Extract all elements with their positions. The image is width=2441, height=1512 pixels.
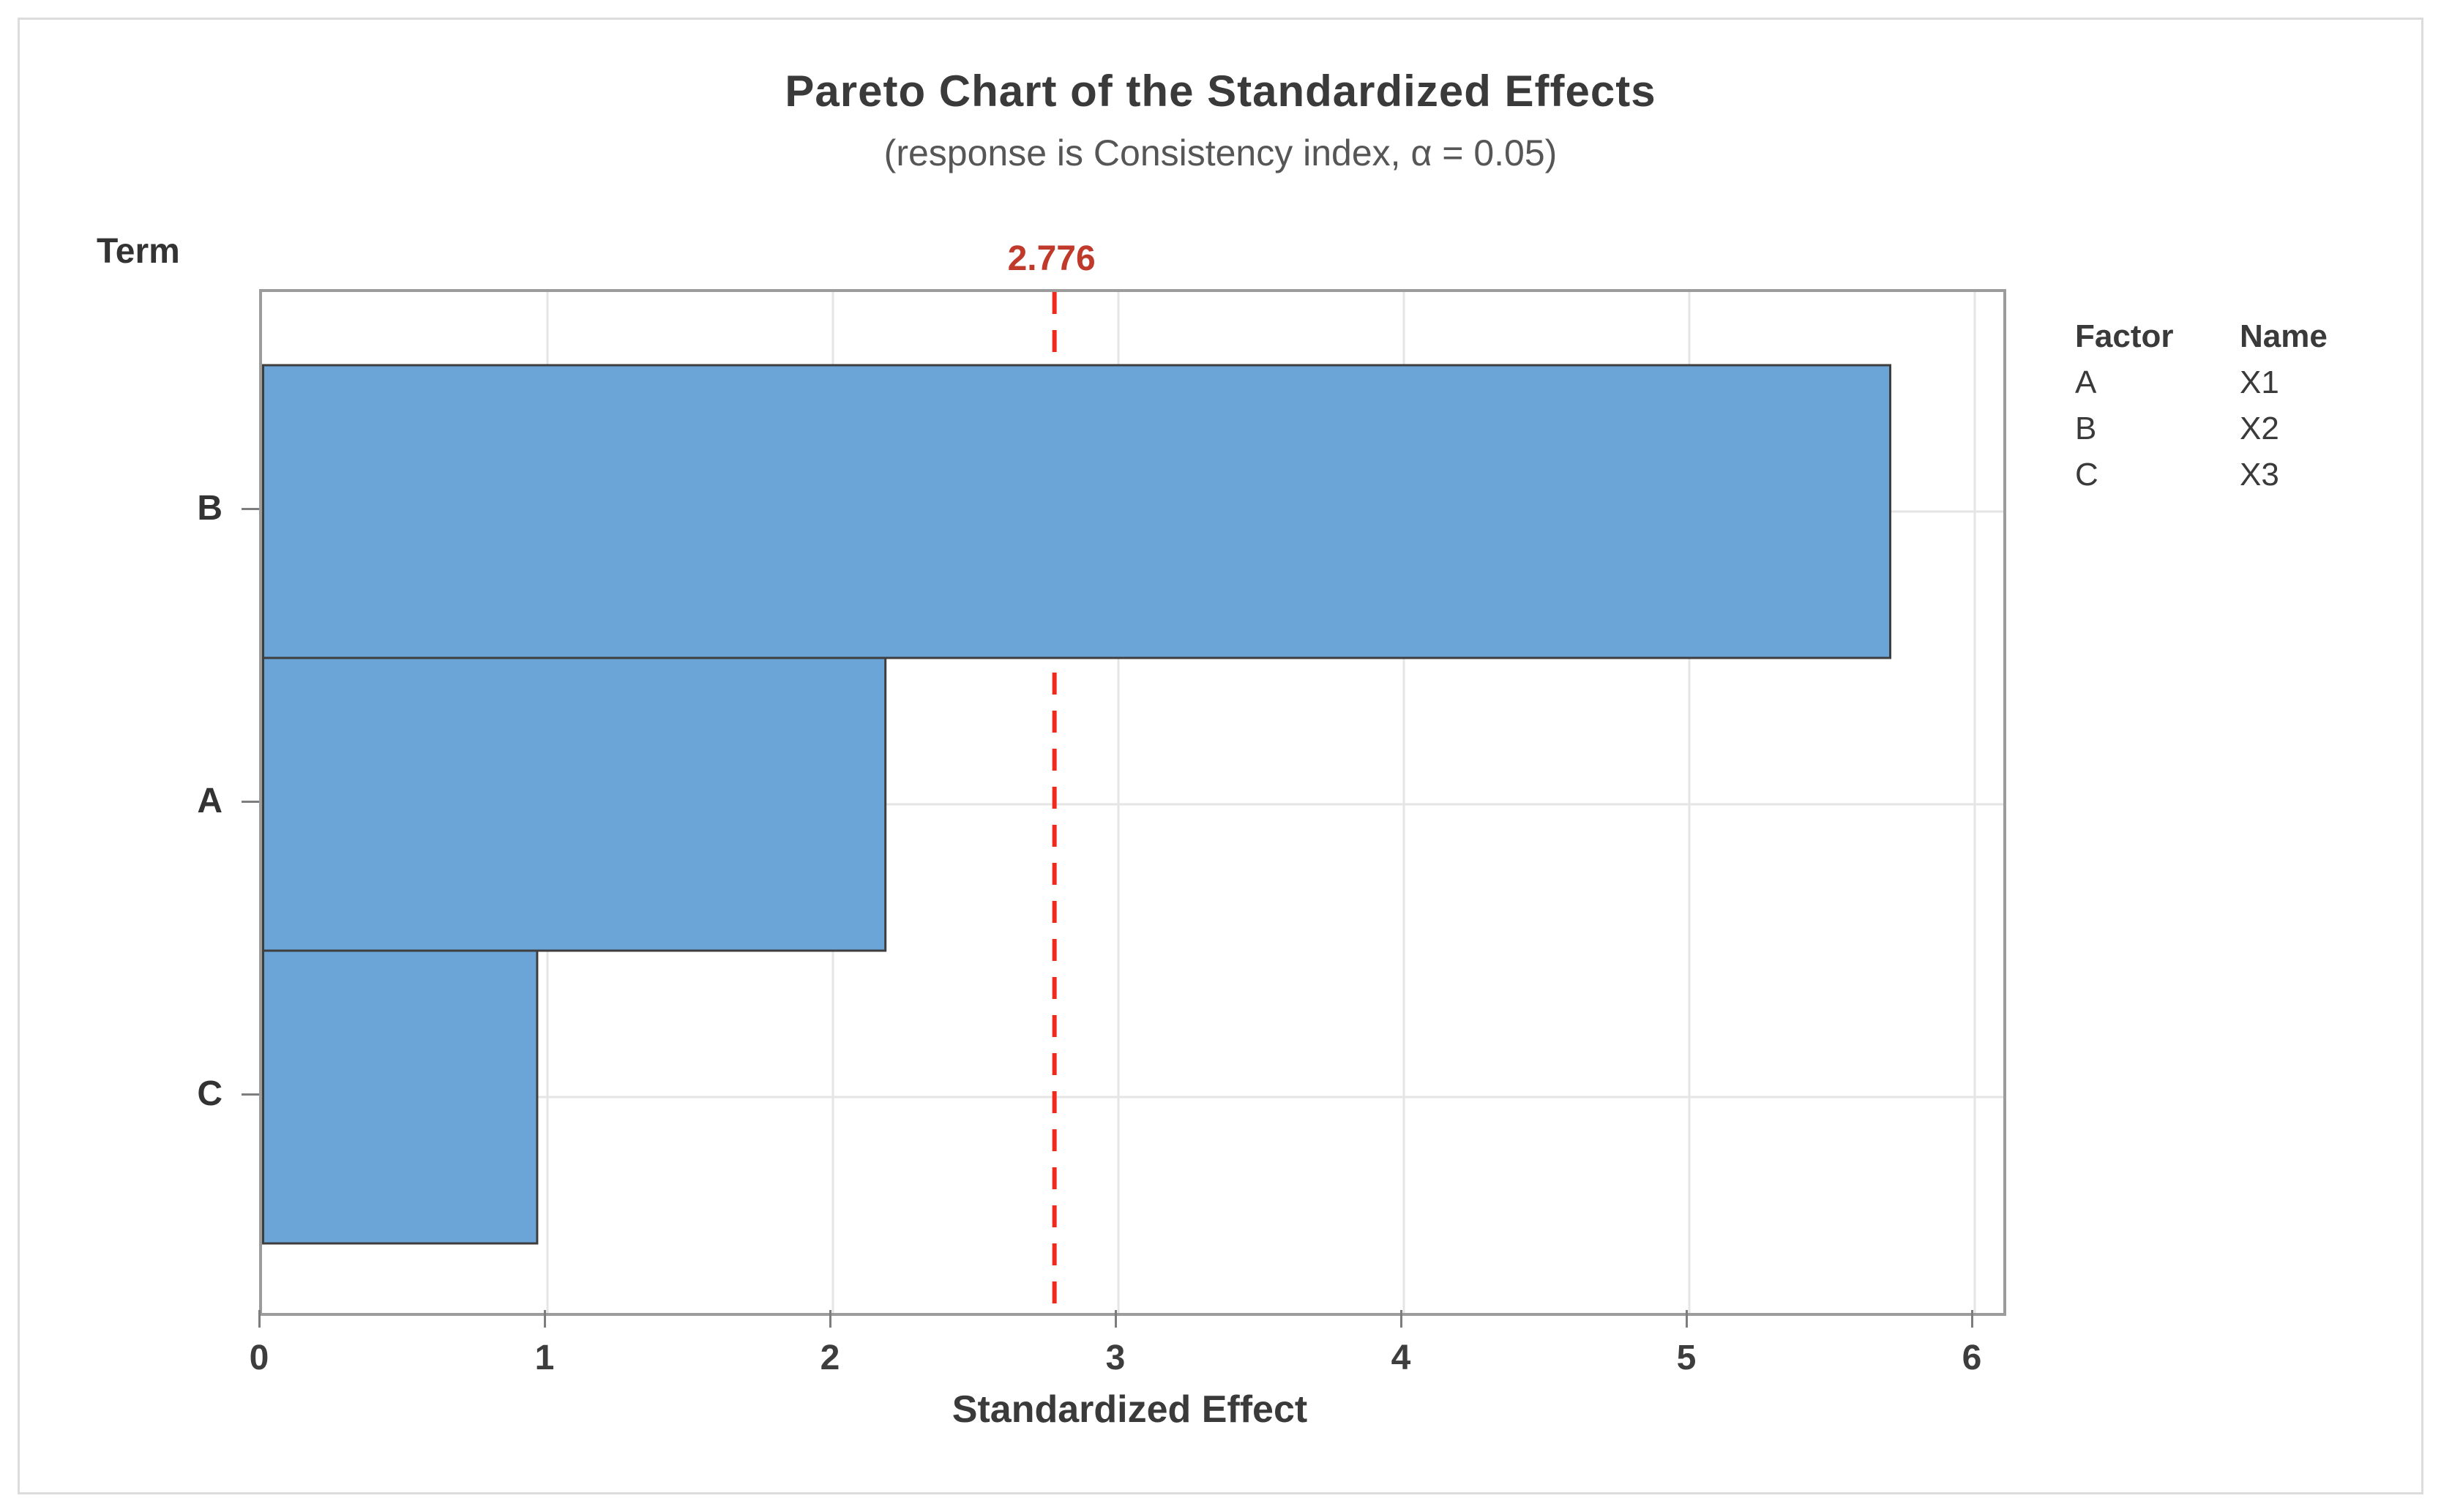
chart-title: Pareto Chart of the Standardized Effects xyxy=(785,67,1656,116)
x-tick-mark xyxy=(1685,1310,1688,1328)
x-tick-mark xyxy=(829,1310,831,1328)
legend-row: C X3 xyxy=(2075,452,2328,498)
x-tick-mark xyxy=(543,1310,546,1328)
bar-C xyxy=(262,949,539,1245)
y-category-label-B: B xyxy=(197,489,223,528)
x-tick-label: 4 xyxy=(1391,1339,1411,1377)
legend-row: B X2 xyxy=(2075,405,2328,452)
legend-factor: C xyxy=(2075,457,2098,493)
x-axis-title: Standardized Effect xyxy=(952,1388,1308,1431)
x-tick-mark xyxy=(1114,1310,1117,1328)
pareto-chart-svg xyxy=(262,292,2003,1313)
legend-name: X1 xyxy=(2240,364,2279,400)
x-tick-label: 0 xyxy=(249,1339,269,1377)
x-tick-label: 1 xyxy=(534,1339,555,1377)
x-tick-mark xyxy=(1399,1310,1402,1328)
bar-B xyxy=(262,364,1891,659)
y-tick-mark xyxy=(242,800,259,803)
legend-header-row: Factor Name xyxy=(2075,313,2328,359)
y-category-label-C: C xyxy=(197,1074,223,1113)
legend-header-name: Name xyxy=(2240,318,2328,354)
x-tick-label: 3 xyxy=(1105,1339,1126,1377)
chart-subtitle: (response is Consistency index, α = 0.05… xyxy=(883,132,1558,173)
x-tick-mark xyxy=(258,1310,261,1328)
plot-area xyxy=(259,289,2006,1316)
x-tick-label: 5 xyxy=(1676,1339,1697,1377)
legend-name: X3 xyxy=(2240,457,2279,493)
reference-line-label: 2.776 xyxy=(1007,239,1096,278)
x-tick-label: 2 xyxy=(820,1339,840,1377)
y-category-label-A: A xyxy=(197,782,223,820)
legend-factor: B xyxy=(2075,411,2097,446)
legend-factor: A xyxy=(2075,364,2097,400)
legend-name: X2 xyxy=(2240,411,2279,446)
legend-header-factor: Factor xyxy=(2075,318,2174,354)
legend-rows: A X1 B X2 C X3 xyxy=(2075,359,2328,498)
y-tick-mark xyxy=(242,1093,259,1096)
x-tick-mark xyxy=(1970,1310,1973,1328)
y-tick-mark xyxy=(242,507,259,510)
x-tick-label: 6 xyxy=(1962,1339,1982,1377)
factor-name-legend: Factor Name A X1 B X2 C X3 xyxy=(2075,313,2328,498)
y-axis-title: Term xyxy=(97,232,180,271)
bar-A xyxy=(262,656,887,952)
legend-row: A X1 xyxy=(2075,359,2328,405)
